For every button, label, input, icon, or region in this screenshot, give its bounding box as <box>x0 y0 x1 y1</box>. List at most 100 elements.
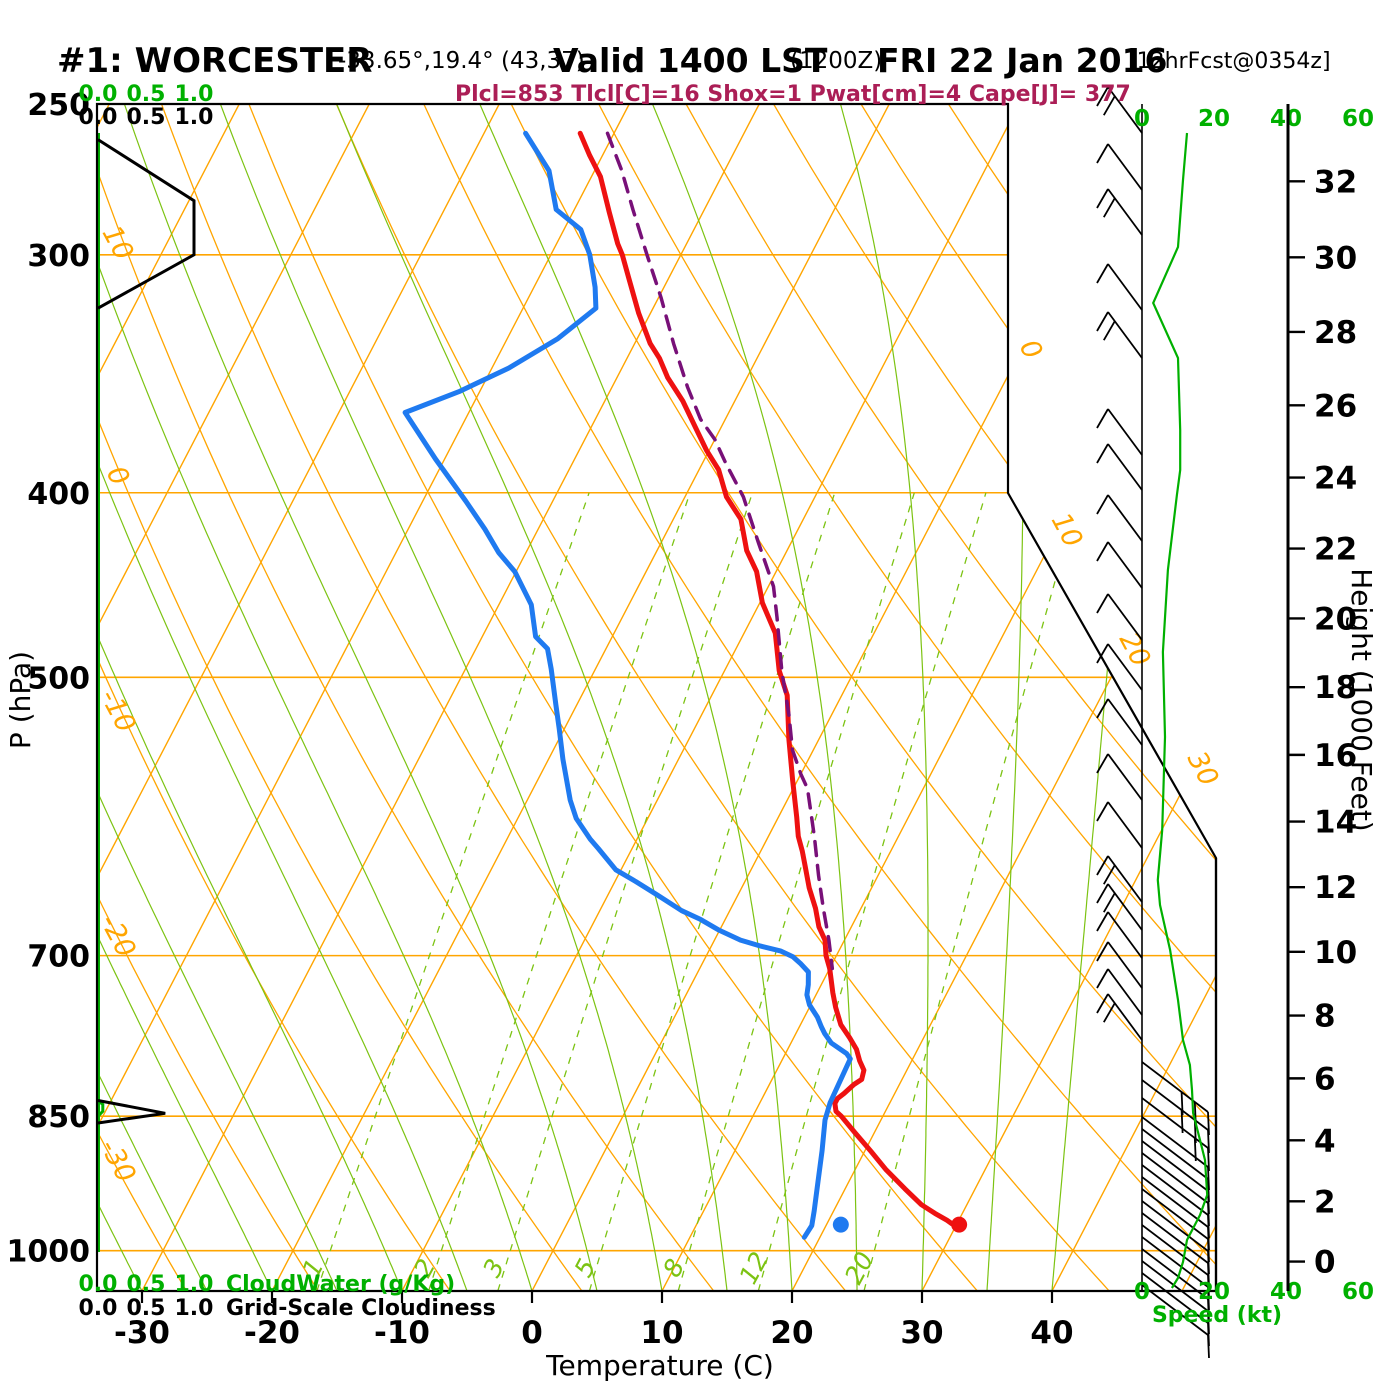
dry-adiabat-edge-labels: 10 0 -10 -20 -30 <box>93 221 141 1188</box>
svg-text:20: 20 <box>839 1247 880 1289</box>
cloudiness-scale-bottom: 0.0 0.5 1.0 <box>79 1296 214 1321</box>
cloudwater-scale-top: 0.0 0.5 1.0 <box>79 82 214 107</box>
svg-text:32: 32 <box>1314 164 1357 200</box>
svg-text:2: 2 <box>1314 1184 1336 1220</box>
forecast-tag: [12hrFcst@0354z] <box>1128 49 1331 74</box>
wind-barb <box>1096 494 1143 542</box>
svg-text:20: 20 <box>1198 1279 1230 1305</box>
svg-text:250: 250 <box>27 88 90 123</box>
svg-text:0.0: 0.0 <box>79 1296 118 1321</box>
svg-text:0: 0 <box>1134 106 1150 132</box>
dewpoint-curve <box>402 130 853 1240</box>
svg-text:60: 60 <box>1342 1279 1374 1305</box>
svg-text:30: 30 <box>900 1315 943 1351</box>
valid-zulu: (1200Z) <box>790 48 882 74</box>
wind-barb <box>1096 408 1143 456</box>
temperature-curve <box>577 130 955 1227</box>
dry-adiabat-lines <box>97 104 1216 1291</box>
height-axis-label: Height (1000 Feet) <box>1345 568 1378 831</box>
wind-speed-profile <box>1151 132 1209 1289</box>
station-title: #1: WORCESTER <box>57 41 372 81</box>
svg-text:1000: 1000 <box>7 1235 91 1270</box>
svg-text:3: 3 <box>477 1254 510 1282</box>
svg-text:26: 26 <box>1314 388 1357 424</box>
isotherm-lines <box>97 104 1216 1291</box>
svg-text:1.0: 1.0 <box>175 105 214 130</box>
svg-text:-10: -10 <box>374 1315 430 1351</box>
wind-barb <box>1096 993 1143 1041</box>
wind-barb <box>1096 941 1143 989</box>
wind-barb <box>1096 311 1143 359</box>
parcel-curve <box>605 131 835 971</box>
wind-barb <box>1096 968 1143 1016</box>
svg-text:40: 40 <box>1270 106 1302 132</box>
svg-text:0.5: 0.5 <box>127 1272 166 1297</box>
wind-barb <box>1096 753 1143 801</box>
cloudiness-profile-line <box>97 138 196 1125</box>
svg-text:4: 4 <box>1314 1123 1336 1159</box>
valid-date: FRI 22 Jan 2016 <box>877 41 1168 80</box>
svg-text:12: 12 <box>1314 870 1357 906</box>
cloudiness-caption: Grid-Scale Cloudiness <box>226 1296 496 1321</box>
svg-text:40: 40 <box>1030 1315 1073 1351</box>
svg-text:8: 8 <box>657 1254 690 1282</box>
cloudwater-profile-line <box>96 133 105 1252</box>
svg-text:10: 10 <box>96 221 140 266</box>
svg-text:16: 16 <box>1314 738 1357 774</box>
svg-text:-30: -30 <box>114 1315 170 1351</box>
pressure-labels: 250 300 400 500 700 850 1000 <box>7 88 91 1270</box>
svg-text:850: 850 <box>27 1100 90 1135</box>
svg-text:20: 20 <box>1113 627 1157 672</box>
svg-text:0: 0 <box>1134 1279 1150 1305</box>
svg-text:0: 0 <box>1013 335 1048 365</box>
svg-text:22: 22 <box>1314 532 1357 568</box>
svg-text:0.5: 0.5 <box>127 105 166 130</box>
wind-barb <box>1096 188 1143 236</box>
svg-text:0.0: 0.0 <box>79 1272 118 1297</box>
speed-axis-caption: Speed (kt) <box>1152 1303 1282 1328</box>
svg-text:28: 28 <box>1314 315 1357 351</box>
surface-temperature-dot <box>951 1216 968 1233</box>
svg-text:-10: -10 <box>93 684 141 737</box>
cloudwater-caption: CloudWater (g/Kg) <box>226 1272 455 1297</box>
svg-text:-20: -20 <box>93 909 141 962</box>
svg-text:1.0: 1.0 <box>175 1272 214 1297</box>
svg-text:0: 0 <box>1314 1245 1336 1281</box>
svg-text:300: 300 <box>27 239 90 274</box>
wind-barb <box>1096 801 1143 849</box>
temperature-ticks: -30 -20 -10 0 10 20 30 40 <box>114 1291 1074 1351</box>
svg-text:20: 20 <box>1314 601 1357 637</box>
wind-barb <box>1096 263 1143 311</box>
svg-text:12: 12 <box>733 1247 774 1289</box>
svg-text:-30: -30 <box>93 1134 141 1187</box>
surface-dewpoint-dot <box>832 1216 849 1233</box>
svg-text:30: 30 <box>1314 240 1357 276</box>
surface-dots <box>832 1216 968 1233</box>
svg-text:700: 700 <box>27 940 90 975</box>
svg-text:500: 500 <box>27 661 90 696</box>
svg-text:20: 20 <box>770 1315 813 1351</box>
wind-barb <box>1141 1284 1210 1359</box>
svg-text:6: 6 <box>1314 1061 1336 1097</box>
svg-text:30: 30 <box>1181 746 1225 791</box>
wind-barb <box>1096 541 1143 589</box>
sounding-parameters: Plcl=853 Tlcl[C]=16 Shox=1 Pwat[cm]=4 Ca… <box>455 82 1131 107</box>
svg-text:24: 24 <box>1314 461 1357 497</box>
wind-barb <box>1096 698 1143 746</box>
svg-text:8: 8 <box>1314 999 1336 1035</box>
wind-barb <box>1096 86 1143 134</box>
wind-barb <box>1096 593 1143 641</box>
isotherm-edge-labels: 0 10 20 30 <box>1013 335 1224 792</box>
wind-barb <box>1096 643 1143 691</box>
wind-barb <box>1096 911 1143 959</box>
svg-text:0.0: 0.0 <box>79 105 118 130</box>
svg-text:0.0: 0.0 <box>79 82 118 107</box>
svg-text:10: 10 <box>1314 935 1357 971</box>
svg-text:0: 0 <box>521 1315 543 1351</box>
svg-text:1.0: 1.0 <box>175 82 214 107</box>
svg-text:400: 400 <box>27 477 90 512</box>
pressure-axis-label: P (hPa) <box>4 651 37 749</box>
valid-time: Valid 1400 LST <box>553 41 828 80</box>
